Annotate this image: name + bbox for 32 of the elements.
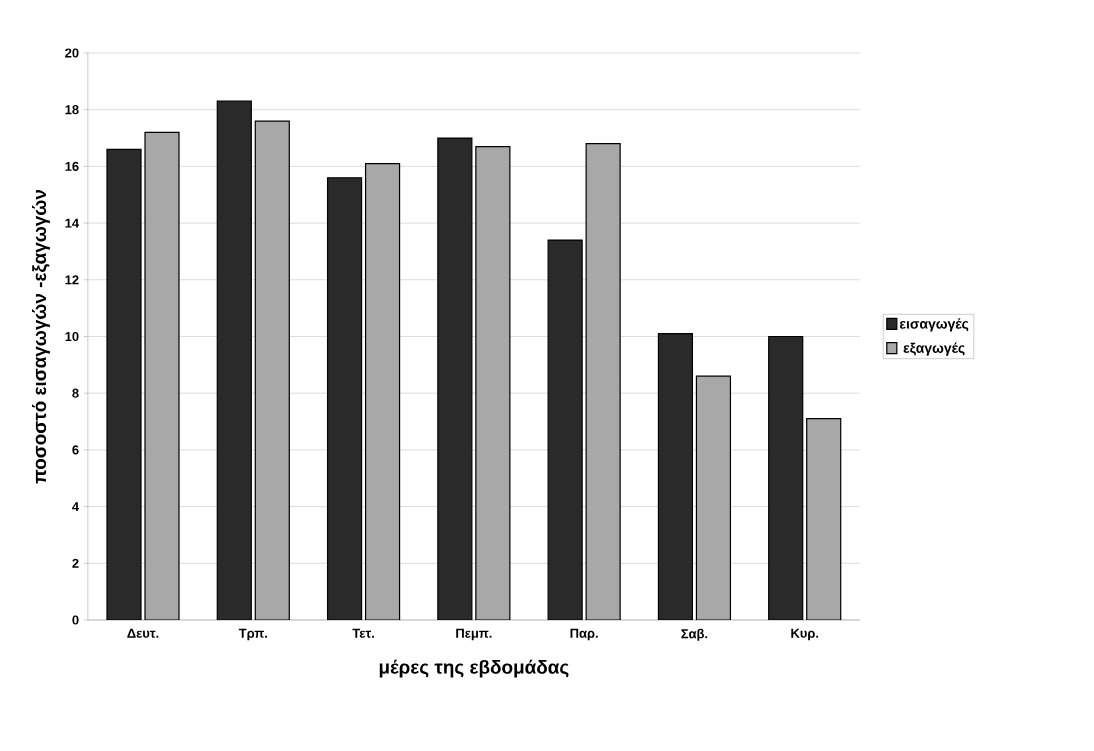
y-axis-title: ποσοστό εισαγωγών -εξαγωγών <box>31 190 50 484</box>
y-tick-label: 6 <box>72 445 79 455</box>
y-tick-label: 20 <box>65 48 79 58</box>
bar <box>547 239 583 620</box>
x-tick-label: Τρπ. <box>238 628 267 641</box>
y-tick-label: 14 <box>65 218 80 228</box>
bar <box>216 100 252 620</box>
bar <box>585 143 621 620</box>
bar <box>475 145 511 620</box>
legend-label: εξαγωγές <box>903 342 965 356</box>
bar <box>437 137 473 620</box>
y-tick-label: 2 <box>72 558 79 568</box>
x-tick-label: Πεμπ. <box>456 628 492 641</box>
y-tick-label: 10 <box>65 331 79 342</box>
y-tick-label: 0 <box>72 615 79 625</box>
x-tick-label: Σαβ. <box>681 628 708 641</box>
x-tick-label: Δευτ. <box>127 628 159 638</box>
x-tick-label: Κυρ. <box>791 628 819 641</box>
x-axis-title: μέρες της εβδομάδας <box>379 659 569 678</box>
y-tick-label: 8 <box>72 388 79 398</box>
legend-label: εισαγωγές <box>899 318 969 332</box>
y-tick-label: 4 <box>72 502 80 512</box>
bar <box>106 148 142 620</box>
x-tick-label: Παρ. <box>570 628 598 641</box>
bar <box>768 335 804 620</box>
x-tick-label: Τετ. <box>352 628 374 638</box>
y-tick-label: 12 <box>65 275 79 285</box>
bar <box>326 177 363 620</box>
y-tick-label: 18 <box>65 105 79 115</box>
bar <box>144 131 180 620</box>
bar <box>657 333 694 620</box>
y-tick-label: 16 <box>65 161 79 171</box>
